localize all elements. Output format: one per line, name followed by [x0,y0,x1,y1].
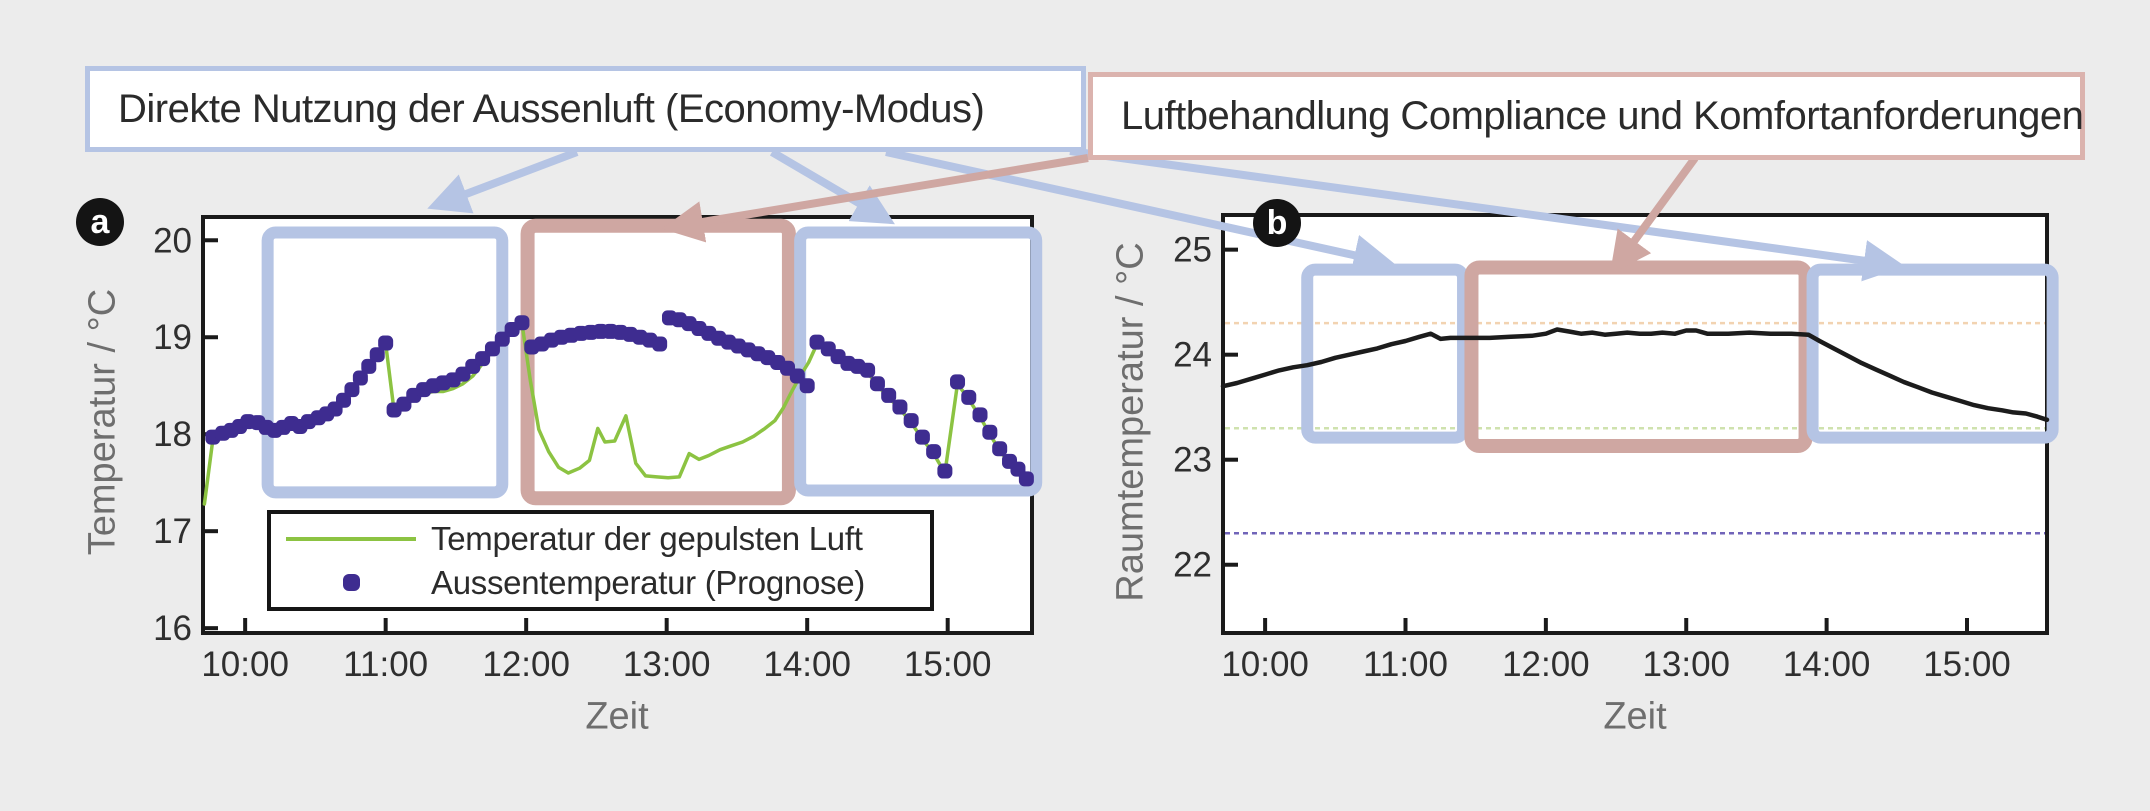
compliance-arrow-5 [1609,155,1699,275]
chart-a-x-tick-label: 15:00 [904,645,992,684]
outside-temp-dot [652,336,668,352]
outside-temp-dot [475,351,491,367]
outside-temp-dot [514,315,530,331]
outside-temp-dot [950,374,966,390]
chart-a-x-tick-label: 11:00 [343,645,428,684]
chart-a: 16 17 18 19 20 10:00 11:00 12:00 13:00 14:00 15:00 [153,215,1043,684]
chart-a-y-tick-label: 19 [153,318,192,357]
chart-a-x-tick-label: 13:00 [623,645,711,684]
chart-b-x-tick-label: 11:00 [1363,645,1448,684]
chart-a-economy-highlight-box-2 [794,226,1043,497]
outside-temp-dot [484,341,500,357]
chart-b-x-tick-label: 13:00 [1642,645,1730,684]
economy-arrow-2 [885,148,1396,276]
outside-temp-dot [344,382,360,398]
outside-temp-dot [992,441,1008,457]
chart-b-y-axis-title: Raumtemperatur / °C [1109,242,1152,602]
outside-temp-swatch-area [271,574,431,591]
chart-b-y-tick-label: 22 [1173,546,1212,585]
outside-temp-dot [809,334,825,350]
chart-b-y-tick-label: 23 [1173,441,1212,480]
chart-b-economy-highlight-box-2 [1806,263,2059,444]
chart-b-y-tick-label: 24 [1173,336,1212,375]
annotation-arrows [427,147,1906,282]
chart-b-x-tick-label: 10:00 [1221,645,1309,684]
outside-temp-dot [369,347,385,363]
panel-b-badge: b [1253,199,1301,247]
chart-a-economy-highlight-box-0 [261,226,509,499]
outside-temp-dot [336,392,352,408]
chart-b-x-tick-label: 12:00 [1502,645,1590,684]
compliance-annotation-box: Luftbehandlung Compliance und Komfortanf… [1088,72,2085,160]
chart-a-y-axis-title: Temperatur / °C [81,288,124,556]
outside-temp-dot [914,429,930,445]
outside-temp-dot [494,331,510,347]
outside-temp-dot [799,378,815,394]
outside-temp-dot [937,463,953,479]
economy-arrow-3 [1069,147,1906,282]
economy-annotation-label: Direkte Nutzung der Aussenluft (Economy-… [118,86,985,131]
economy-arrow-0 [427,148,579,214]
chart-a-x-tick-label: 14:00 [763,645,851,684]
outside-temp-legend-label: Aussentemperatur (Prognose) [431,563,865,601]
legend-row-pulsed-air: Temperatur der gepulsten Luft [271,520,930,558]
chart-a-x-axis-title: Zeit [585,695,649,738]
chart-a-x-tick-label: 12:00 [482,645,570,684]
chart-b-x-axis-title: Zeit [1603,695,1667,738]
chart-a-legend: Temperatur der gepulsten Luft Aussentemp… [267,510,934,611]
chart-a-y-tick-label: 18 [153,415,192,454]
pulsed-air-swatch-area [271,536,431,541]
outside-temp-dot [961,389,977,405]
chart-a-y-tick-label: 16 [153,609,192,648]
chart-b-y-tick-label: 25 [1173,231,1212,270]
chart-a-y-tick-label: 17 [153,512,192,551]
chart-b-plot-area [1221,213,2049,635]
outside-temp-dot [982,424,998,440]
outside-temp-dot [361,358,377,374]
outside-temp-dot [378,335,394,351]
compliance-annotation-label: Luftbehandlung Compliance und Komfortanf… [1121,93,2084,138]
outside-temp-dot [903,413,919,429]
outside-temp-dot [926,444,942,460]
legend-row-outside-temp: Aussentemperatur (Prognose) [271,564,930,602]
pulsed-air-line-swatch [286,536,416,541]
chart-a-y-tick-label: 20 [153,221,192,260]
compliance-arrow-4 [661,154,1089,243]
chart-a-x-tick-label: 10:00 [201,645,289,684]
outside-temp-dots [205,310,1034,487]
chart-b: 22 23 24 25 10:00 11:00 12:00 13:00 14:00 15:00 [1173,213,2059,684]
outside-temp-dot [352,370,368,386]
outside-temp-dot [1018,471,1034,487]
panel-a-badge: a [76,198,124,246]
chart-b-x-tick-label: 15:00 [1923,645,2011,684]
outside-temp-dot-swatch [342,574,360,591]
economy-arrow-1 [769,148,895,225]
outside-temp-dot [869,376,885,392]
chart-b-x-tick-label: 14:00 [1783,645,1871,684]
room-temp-line [1220,327,2050,423]
pulsed-air-legend-label: Temperatur der gepulsten Luft [431,519,863,557]
outside-temp-dot [860,362,876,378]
outside-temp-dot [972,407,988,423]
economy-annotation-box: Direkte Nutzung der Aussenluft (Economy-… [85,66,1086,152]
outside-temp-dot [789,368,805,384]
outside-temp-dot [881,387,897,403]
outside-temp-dot [892,399,908,415]
